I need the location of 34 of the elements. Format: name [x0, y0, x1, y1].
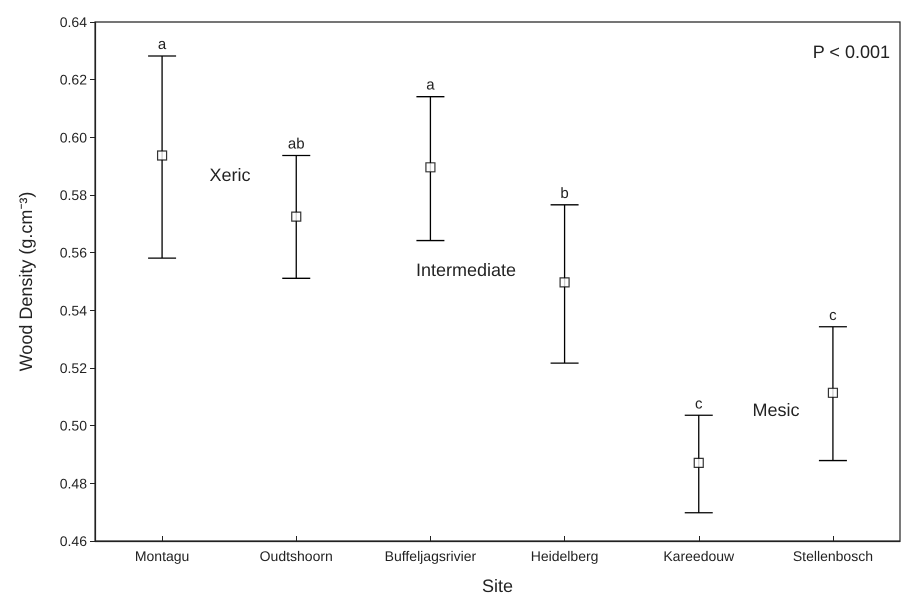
- x-tick-label: Stellenbosch: [792, 548, 874, 564]
- annotation: ab: [288, 136, 305, 152]
- y-tick-label: 0.52: [60, 360, 88, 376]
- annotation: a: [426, 76, 436, 94]
- point: [828, 388, 838, 398]
- annotation: P < 0.001: [812, 42, 890, 62]
- y-tick-label: 0.56: [60, 244, 88, 261]
- annotation: c: [829, 306, 838, 324]
- y-tick-label: 0.50: [60, 418, 88, 434]
- y-axis-title: Wood Density (g.cm⁻³): [16, 192, 36, 372]
- annotation: Xeric: [209, 165, 251, 185]
- x-tick-label: Buffeljagsrivier: [384, 548, 477, 564]
- annotation: c: [695, 395, 703, 412]
- x-tick-label: Oudtshoorn: [260, 548, 333, 564]
- y-tick-label: 0.62: [60, 72, 88, 88]
- x-tick-label: Kareedouw: [663, 548, 736, 564]
- x-tick-label: Heidelberg: [530, 548, 598, 564]
- point: [694, 458, 704, 468]
- point: [291, 212, 302, 222]
- x-tick-label: Montagu: [134, 548, 190, 564]
- annotation: a: [158, 36, 167, 54]
- y-tick-label: 0.58: [60, 187, 88, 203]
- y-tick-label: 0.46: [60, 533, 88, 549]
- point: [156, 150, 168, 161]
- y-tick-label: 0.54: [60, 302, 88, 318]
- annotation: Mesic: [752, 400, 800, 420]
- y-tick-label: 0.48: [60, 475, 88, 492]
- point: [559, 277, 570, 288]
- x-axis-title: Site: [482, 576, 514, 596]
- point: [425, 162, 436, 172]
- annotation: Intermediate: [416, 260, 516, 280]
- y-tick-label: 0.60: [60, 129, 88, 146]
- y-tick-label: 0.64: [60, 14, 88, 30]
- annotation: b: [560, 184, 569, 202]
